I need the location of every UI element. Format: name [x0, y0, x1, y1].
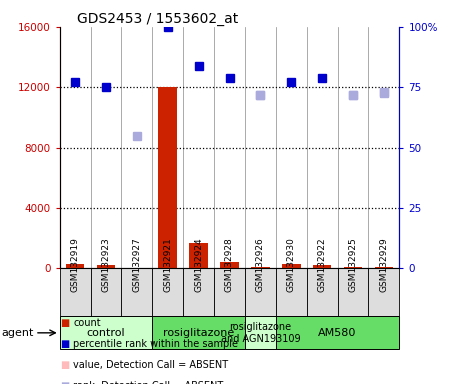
- Text: GSM132924: GSM132924: [194, 238, 203, 292]
- Bar: [307, 268, 337, 316]
- Bar: [276, 316, 399, 349]
- Text: percentile rank within the sample: percentile rank within the sample: [73, 339, 238, 349]
- Text: GSM132925: GSM132925: [348, 237, 358, 292]
- Text: GSM132927: GSM132927: [132, 237, 141, 292]
- Text: control: control: [87, 328, 125, 338]
- Bar: [276, 268, 307, 316]
- Bar: [152, 268, 183, 316]
- Bar: [190, 243, 208, 268]
- Text: GSM132923: GSM132923: [101, 237, 111, 292]
- Bar: [214, 268, 245, 316]
- Text: count: count: [73, 318, 101, 328]
- Text: AM580: AM580: [319, 328, 357, 338]
- Bar: [375, 267, 393, 268]
- Bar: [60, 316, 152, 349]
- Text: GDS2453 / 1553602_at: GDS2453 / 1553602_at: [77, 12, 238, 26]
- Bar: [97, 265, 115, 268]
- Text: GSM132926: GSM132926: [256, 237, 265, 292]
- Bar: [60, 268, 90, 316]
- Bar: [66, 265, 84, 268]
- Bar: [122, 268, 152, 316]
- Bar: [369, 268, 399, 316]
- Bar: [313, 265, 331, 268]
- Text: ■: ■: [60, 318, 69, 328]
- Text: rosiglitazone: rosiglitazone: [163, 328, 234, 338]
- Text: value, Detection Call = ABSENT: value, Detection Call = ABSENT: [73, 360, 229, 370]
- Text: GSM132929: GSM132929: [380, 237, 388, 292]
- Bar: [183, 268, 214, 316]
- Text: rank, Detection Call = ABSENT: rank, Detection Call = ABSENT: [73, 381, 224, 384]
- Bar: [90, 268, 122, 316]
- Text: ■: ■: [60, 360, 69, 370]
- Bar: [344, 267, 362, 268]
- Text: ■: ■: [60, 381, 69, 384]
- Text: GSM132930: GSM132930: [287, 237, 296, 292]
- Text: GSM132922: GSM132922: [318, 238, 327, 292]
- Text: GSM132921: GSM132921: [163, 237, 172, 292]
- Bar: [245, 316, 276, 349]
- Text: agent: agent: [1, 328, 34, 338]
- Bar: [158, 87, 177, 268]
- Text: GSM132919: GSM132919: [71, 237, 79, 292]
- Text: ■: ■: [60, 339, 69, 349]
- Text: rosiglitazone
and AGN193109: rosiglitazone and AGN193109: [221, 322, 300, 344]
- Text: GSM132928: GSM132928: [225, 237, 234, 292]
- Bar: [245, 268, 276, 316]
- Bar: [220, 262, 239, 268]
- Bar: [251, 267, 269, 268]
- Bar: [337, 268, 369, 316]
- Bar: [282, 264, 301, 268]
- Bar: [152, 316, 245, 349]
